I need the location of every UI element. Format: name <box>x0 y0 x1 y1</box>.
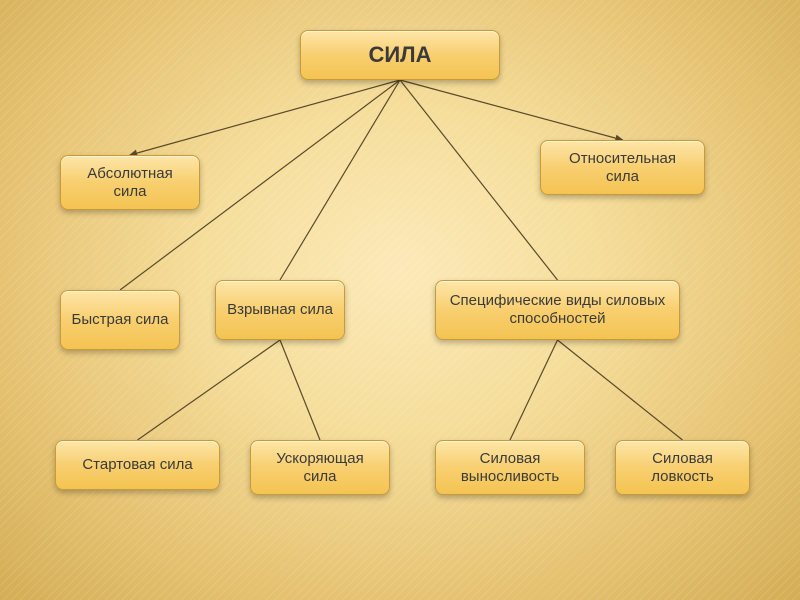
node-fast-strength: Быстрая сила <box>60 290 180 350</box>
node-explosive-strength: Взрывная сила <box>215 280 345 340</box>
node-label: Абсолютная сила <box>71 165 189 201</box>
node-strength-agility: Силовая ловкость <box>615 440 750 495</box>
node-label: Быстрая сила <box>72 311 169 329</box>
node-strength-endurance: Силовая выносливость <box>435 440 585 495</box>
node-label: Стартовая сила <box>82 456 192 474</box>
node-label: Силовая ловкость <box>626 450 739 486</box>
node-relative-strength: Относительная сила <box>540 140 705 195</box>
node-absolute-strength: Абсолютная сила <box>60 155 200 210</box>
node-accelerating-strength: Ускоряющая сила <box>250 440 390 495</box>
node-root: СИЛА <box>300 30 500 80</box>
node-label: Ускоряющая сила <box>261 450 379 486</box>
node-label: Специфические виды силовых способностей <box>446 292 669 328</box>
node-label: Относительная сила <box>551 150 694 186</box>
node-label: СИЛА <box>368 42 431 68</box>
node-specific-abilities: Специфические виды силовых способностей <box>435 280 680 340</box>
node-starting-strength: Стартовая сила <box>55 440 220 490</box>
node-label: Взрывная сила <box>227 301 333 319</box>
node-label: Силовая выносливость <box>446 450 574 486</box>
diagram-canvas: СИЛА Абсолютная сила Относительная сила … <box>0 0 800 600</box>
